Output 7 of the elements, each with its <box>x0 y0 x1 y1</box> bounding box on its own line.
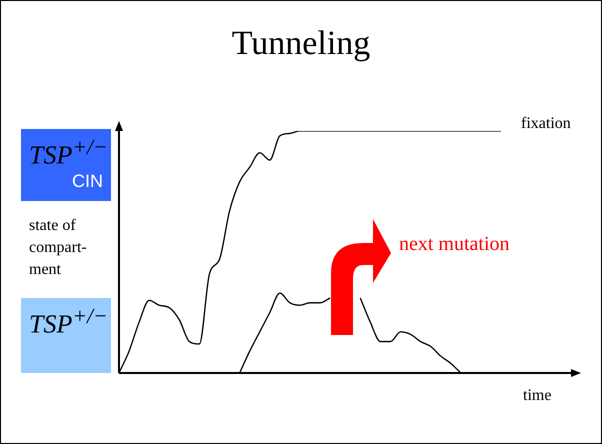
chart-title: Tunneling <box>230 25 372 63</box>
x-axis-title: time <box>523 387 552 405</box>
y-axis-title: state of compart- ment <box>29 216 87 280</box>
box: TSP$^{+/−}$ <box>21 298 111 373</box>
box: TSP$^{+/−}$ CIN <box>21 129 111 201</box>
annotation: next mutation <box>399 233 510 256</box>
text: fixation <box>521 115 571 133</box>
